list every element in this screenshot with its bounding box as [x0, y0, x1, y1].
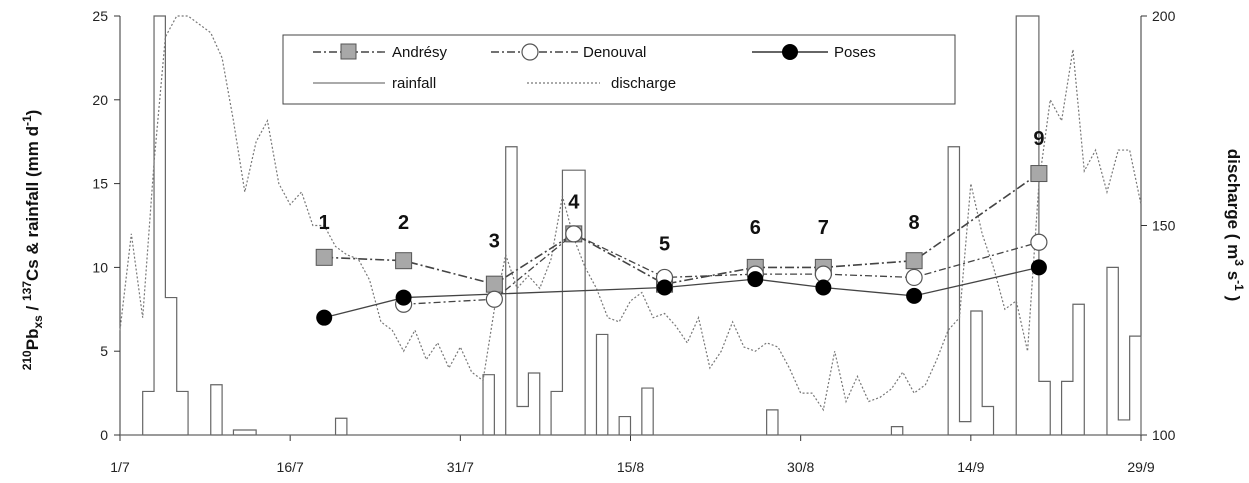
poses-line: [324, 266, 1040, 319]
y-right-tick-label: 100: [1152, 427, 1176, 443]
andresy-point: [315, 248, 333, 266]
poses-point: [656, 279, 673, 296]
legend-poses-label: Poses: [834, 44, 876, 61]
annotation-1: 1: [319, 212, 330, 234]
y-left-tick-label: 0: [100, 427, 108, 443]
annotation-6: 6: [750, 217, 761, 239]
poses-point: [395, 289, 412, 306]
legend-rainfall-label: rainfall: [392, 75, 436, 92]
legend-box: [282, 34, 956, 105]
x-tick-label: 1/7: [110, 459, 130, 475]
y-ticks-right: 100 150 200: [1141, 8, 1176, 443]
legend-discharge-label: discharge: [611, 75, 676, 92]
sample-series: [315, 165, 1048, 326]
x-tick-label: 31/7: [447, 459, 474, 475]
x-tick-label: 16/7: [277, 459, 304, 475]
andresy-line: [324, 172, 1040, 286]
x-tick-label: 30/8: [787, 459, 814, 475]
andresy-point: [395, 252, 413, 270]
andresy-point: [1030, 165, 1048, 183]
x-tick-label: 15/8: [617, 459, 644, 475]
discharge-series: [119, 15, 1142, 412]
legend: Andrésy Denouval Poses rainfall discharg…: [282, 34, 956, 105]
poses-point: [747, 271, 764, 288]
x-tick-label: 29/9: [1127, 459, 1154, 475]
y-left-tick-label: 5: [100, 343, 108, 359]
legend-andresy-label: Andrésy: [392, 44, 448, 61]
annotation-4: 4: [568, 192, 580, 214]
poses-point: [316, 309, 333, 326]
x-tick-label: 14/9: [957, 459, 984, 475]
denouval-point: [485, 290, 503, 308]
x-ticks: 1/7 16/7 31/7 15/8 30/8 14/9 29/9: [110, 435, 1155, 475]
denouval-point: [565, 225, 583, 243]
y-left-tick-label: 25: [92, 8, 108, 24]
point-annotations: 1 2 3 4 5 6 7 8 9: [319, 128, 1045, 256]
rainfall-line: [120, 15, 1142, 436]
rainfall-series: [120, 15, 1142, 436]
annotation-7: 7: [818, 217, 829, 239]
poses-point: [1030, 259, 1047, 276]
y-left-tick-label: 10: [92, 259, 108, 275]
y-right-tick-label: 150: [1152, 218, 1176, 234]
annotation-8: 8: [909, 212, 920, 234]
annotation-5: 5: [659, 234, 670, 256]
annotation-3: 3: [489, 230, 500, 252]
legend-denouval-label: Denouval: [583, 44, 646, 61]
discharge-line: [119, 15, 1142, 412]
y-axis-right-title: discharge ( m3 s-1 ): [1224, 149, 1246, 301]
y-left-tick-label: 15: [92, 176, 108, 192]
poses-point: [815, 279, 832, 296]
y-right-tick-label: 200: [1152, 8, 1176, 24]
andresy-point: [485, 275, 503, 293]
legend-poses-marker: [782, 44, 798, 60]
annotation-9: 9: [1033, 128, 1044, 150]
denouval-point: [905, 268, 923, 287]
annotation-2: 2: [398, 212, 409, 234]
denouval-point: [1030, 233, 1048, 251]
denouval-line: [403, 233, 1040, 305]
legend-andresy-marker: [340, 43, 357, 60]
poses-point: [906, 287, 923, 304]
legend-denouval-marker: [521, 43, 539, 61]
y-axis-left-title: 210Pbxs / 137Cs & rainfall (mm d-1): [20, 110, 45, 371]
andresy-point: [905, 252, 923, 270]
y-left-tick-label: 20: [92, 92, 108, 108]
y-ticks-left: 0 5 10 15 20 25: [92, 8, 120, 443]
